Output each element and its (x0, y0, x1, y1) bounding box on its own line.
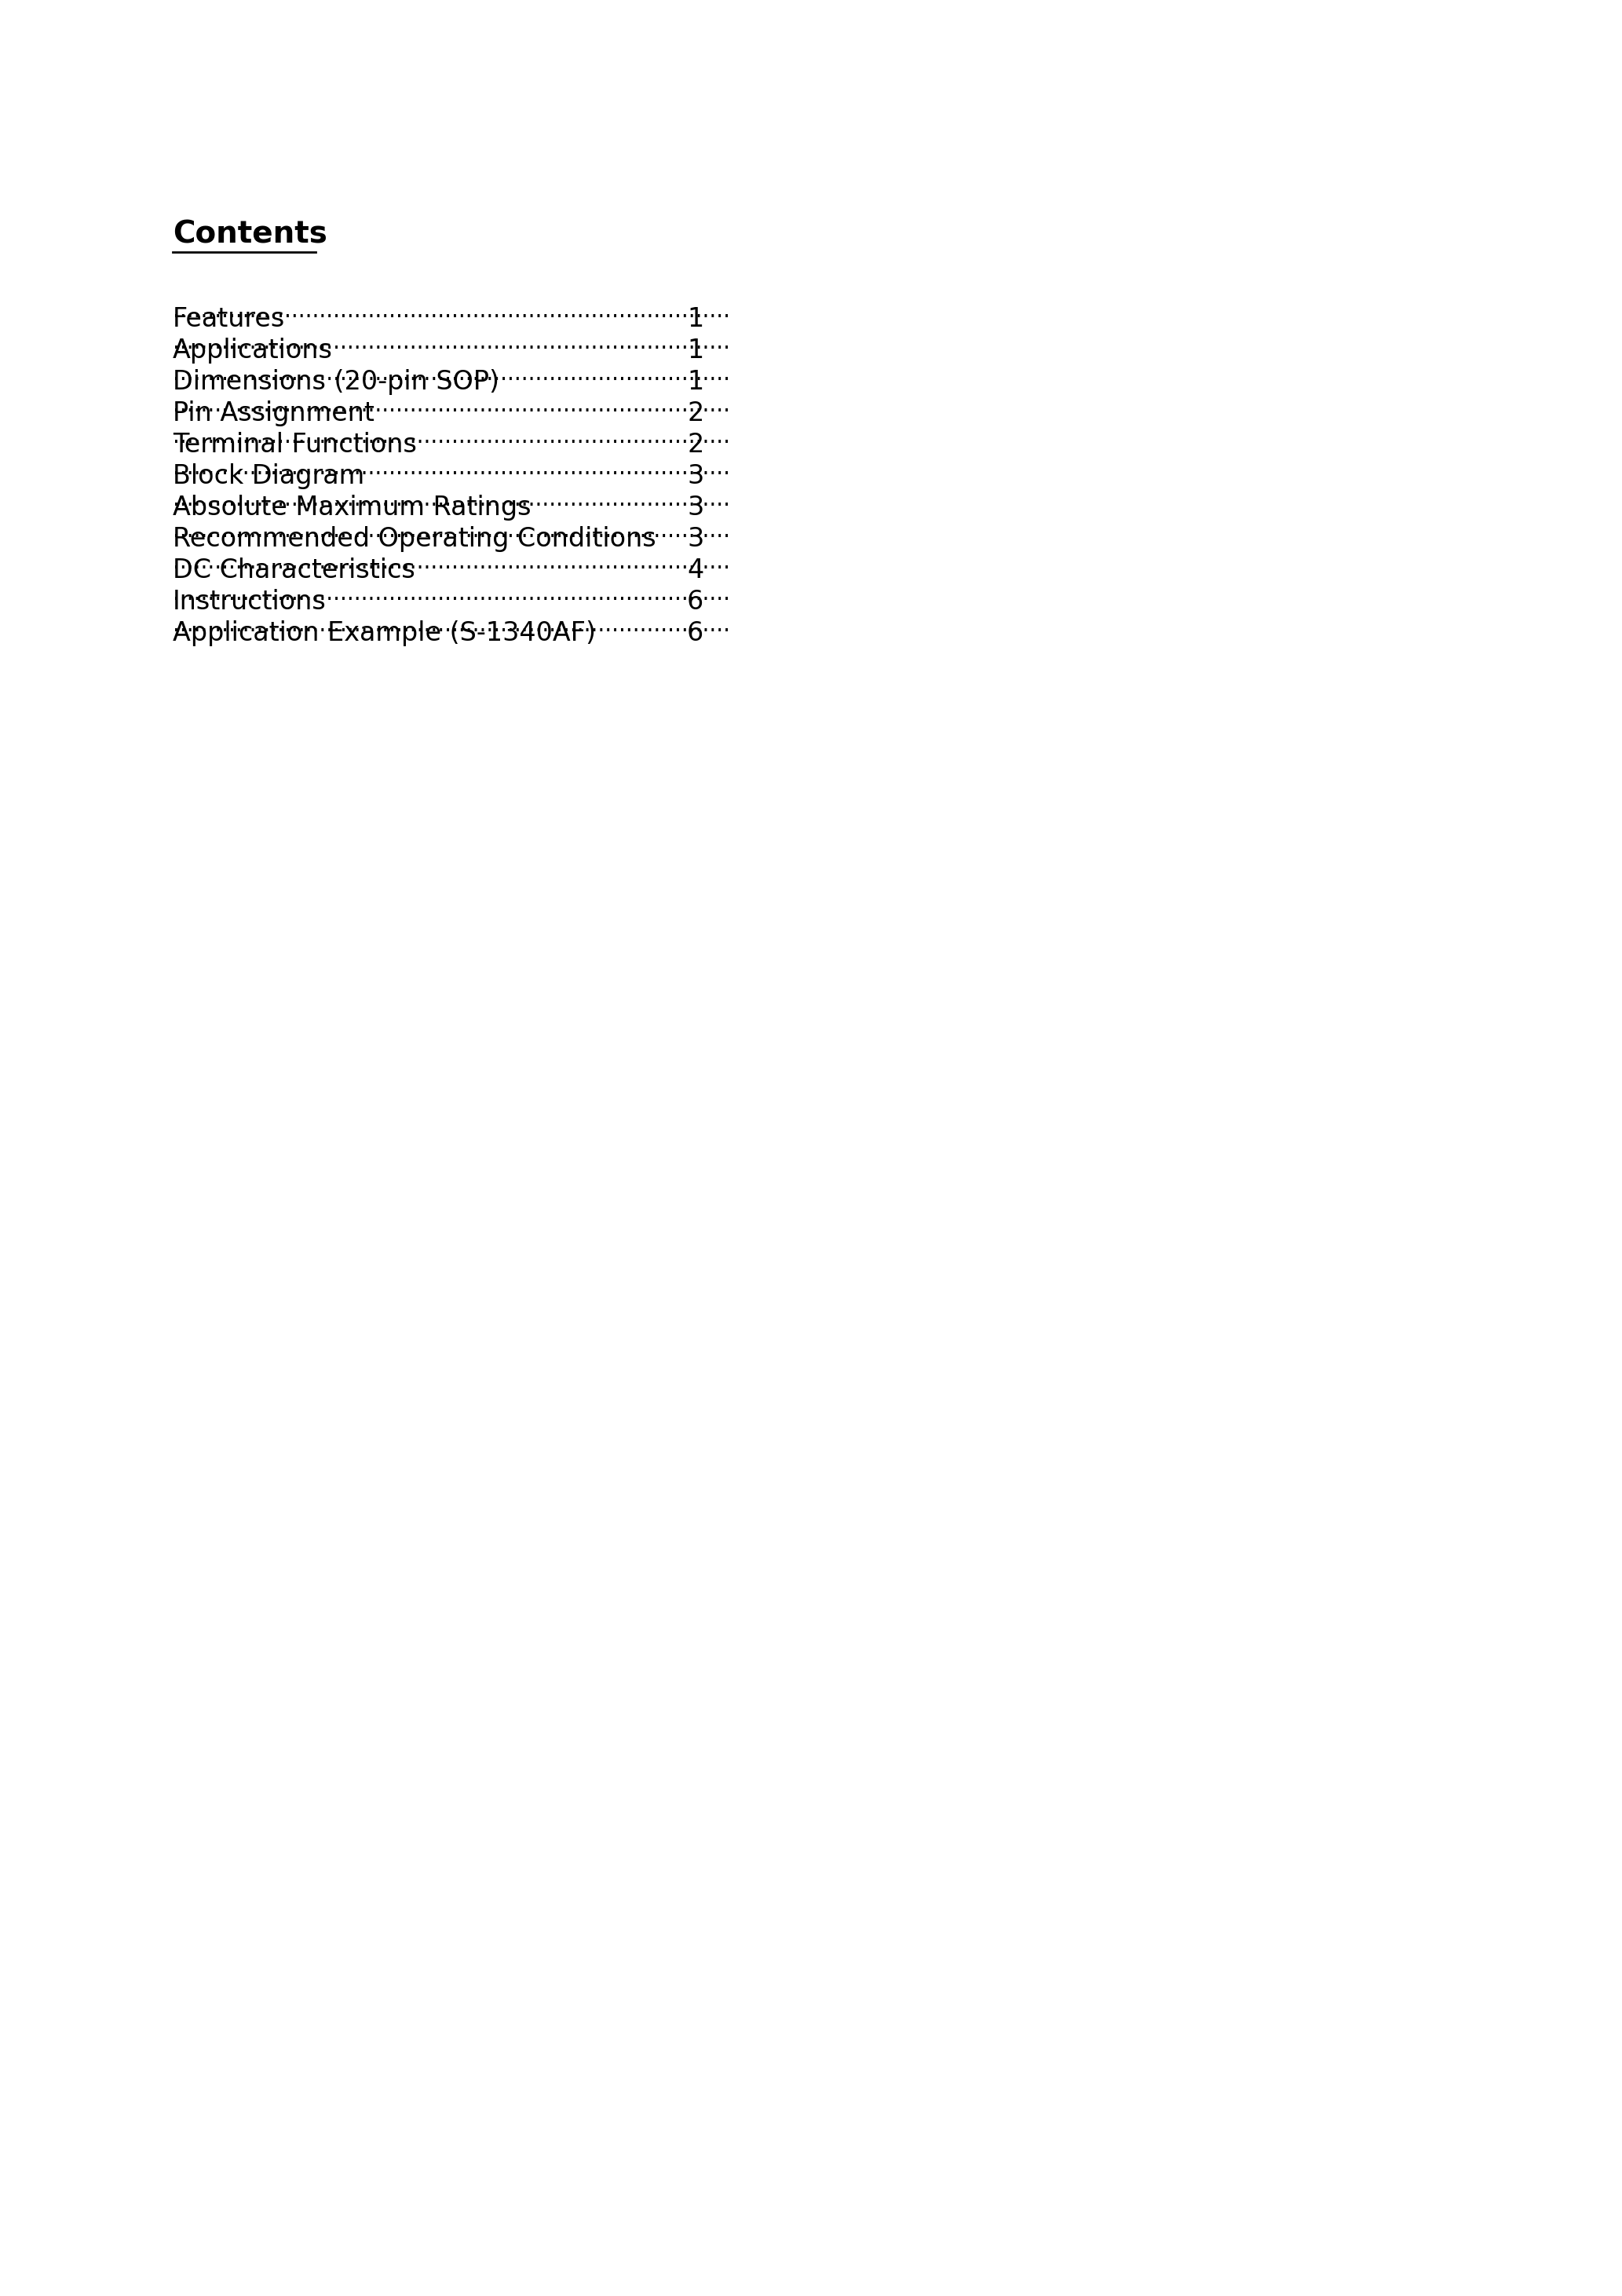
Text: Dimensions (20-pin SOP): Dimensions (20-pin SOP) (172, 370, 500, 395)
Text: ················································································: ········································… (172, 588, 730, 611)
Text: 1: 1 (688, 338, 704, 363)
Text: ················································································: ········································… (172, 464, 730, 484)
Text: DC Characteristics: DC Characteristics (172, 558, 415, 583)
Text: 1: 1 (688, 370, 704, 395)
Text: ················································································: ········································… (172, 400, 730, 422)
Text: ················································································: ········································… (172, 558, 730, 579)
Text: ················································································: ········································… (172, 620, 730, 643)
Text: Block Diagram: Block Diagram (172, 464, 365, 489)
Text: ················································································: ········································… (172, 432, 730, 455)
Text: Recommended Operating Conditions: Recommended Operating Conditions (172, 526, 655, 551)
Text: 2: 2 (688, 432, 704, 457)
Text: ················································································: ········································… (172, 305, 730, 328)
Text: 6: 6 (688, 588, 704, 615)
Text: Pin Assignment: Pin Assignment (172, 400, 375, 427)
Text: Contents: Contents (172, 220, 328, 250)
Text: Application Example (S-1340AF): Application Example (S-1340AF) (172, 620, 595, 645)
Text: 3: 3 (688, 526, 704, 551)
Text: Terminal Functions: Terminal Functions (172, 432, 417, 457)
Text: 3: 3 (688, 494, 704, 521)
Text: 3: 3 (688, 464, 704, 489)
Text: ················································································: ········································… (172, 338, 730, 360)
Text: ················································································: ········································… (172, 526, 730, 549)
Text: 1: 1 (688, 305, 704, 333)
Text: 6: 6 (688, 620, 704, 645)
Text: Absolute Maximum Ratings: Absolute Maximum Ratings (172, 494, 530, 521)
Text: ················································································: ········································… (172, 494, 730, 517)
Text: 2: 2 (688, 400, 704, 427)
Text: Applications: Applications (172, 338, 333, 363)
Text: ················································································: ········································… (172, 370, 730, 390)
Text: Instructions: Instructions (172, 588, 326, 615)
Text: 4: 4 (688, 558, 704, 583)
Text: Features: Features (172, 305, 285, 333)
